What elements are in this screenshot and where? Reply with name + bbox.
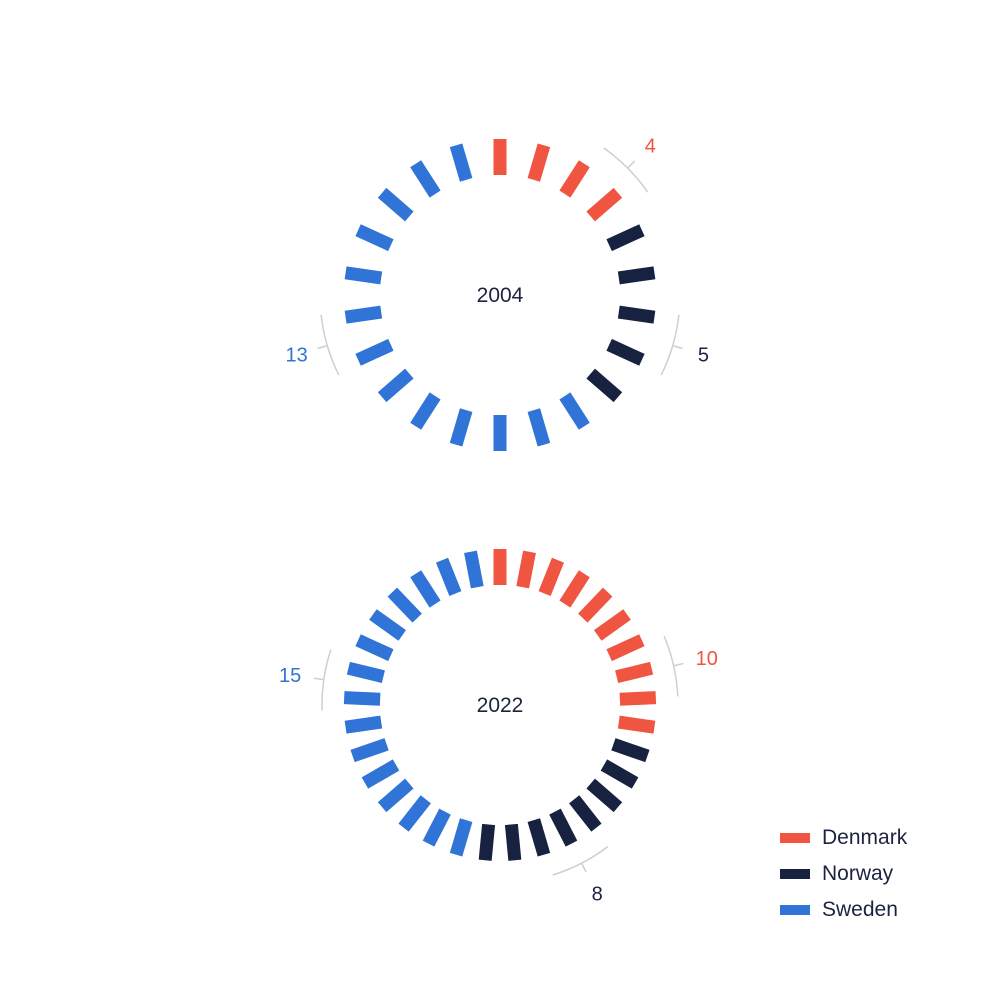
segment-norway [586, 368, 623, 403]
segment-sweden [464, 550, 484, 589]
bracket-norway [660, 314, 680, 376]
bracket-denmark [603, 147, 649, 193]
segment-sweden [369, 609, 407, 641]
count-label-norway: 8 [592, 883, 603, 905]
legend-item-sweden: Sweden [780, 892, 907, 928]
segment-sweden [350, 738, 389, 763]
bracket-tick-denmark [627, 160, 636, 169]
segment-sweden [410, 570, 441, 608]
ring-2022: 10 8 15 2022 [279, 549, 718, 905]
segment-sweden [346, 661, 385, 684]
segment-denmark [559, 570, 590, 608]
segment-sweden [355, 634, 394, 662]
segment-sweden [344, 305, 383, 324]
segment-sweden [493, 415, 507, 451]
count-label-denmark: 10 [696, 648, 718, 670]
segment-denmark [606, 634, 645, 662]
segment-norway [606, 338, 645, 366]
segment-sweden [377, 187, 414, 222]
year-label: 2004 [477, 284, 524, 307]
segment-denmark [578, 587, 613, 623]
segment-sweden [422, 808, 451, 847]
segment-sweden [410, 160, 441, 198]
segment-sweden [410, 392, 441, 430]
legend-swatch-denmark [780, 833, 810, 843]
segment-sweden [398, 795, 431, 832]
bracket-sweden [320, 314, 340, 376]
legend: Denmark Norway Sweden [780, 820, 907, 928]
segment-norway [600, 759, 639, 789]
legend-label-denmark: Denmark [822, 826, 908, 849]
legend-swatch-sweden [780, 905, 810, 915]
segment-denmark [615, 661, 654, 684]
count-label-sweden: 15 [279, 665, 301, 687]
segment-sweden [435, 557, 462, 597]
segment-sweden [355, 338, 394, 366]
segment-denmark [617, 715, 656, 734]
count-label-denmark: 4 [645, 136, 656, 158]
segment-sweden [449, 408, 473, 447]
bracket-denmark [663, 635, 679, 697]
year-label: 2022 [477, 694, 524, 717]
segment-denmark [586, 187, 623, 222]
bracket-tick-norway [672, 344, 683, 350]
legend-item-denmark: Denmark [780, 820, 907, 856]
segment-norway [617, 305, 656, 324]
bracket-tick-sweden [317, 344, 328, 350]
segment-sweden [449, 143, 473, 182]
segment-denmark [516, 550, 536, 589]
segment-sweden [344, 715, 383, 734]
segment-norway [504, 823, 522, 861]
segment-denmark [559, 160, 590, 198]
segment-denmark [493, 139, 507, 175]
bracket-tick-denmark [673, 662, 684, 667]
segment-sweden [559, 392, 590, 430]
bracket-tick-sweden [313, 677, 324, 681]
segment-norway [606, 224, 645, 252]
bracket-norway [552, 846, 609, 876]
segment-norway [527, 818, 551, 857]
segment-norway [617, 266, 656, 285]
segment-norway [478, 823, 496, 861]
segment-sweden [355, 224, 394, 252]
segment-sweden [361, 759, 400, 789]
legend-swatch-norway [780, 869, 810, 879]
count-label-sweden: 13 [285, 345, 307, 367]
legend-label-norway: Norway [822, 862, 894, 885]
segment-sweden [377, 778, 414, 813]
segment-norway [549, 808, 578, 847]
segment-denmark [619, 691, 657, 706]
segment-norway [569, 795, 602, 832]
legend-label-sweden: Sweden [822, 898, 898, 921]
segment-denmark [538, 557, 565, 597]
segment-denmark [593, 609, 631, 641]
segment-sweden [387, 587, 422, 623]
legend-item-norway: Norway [780, 856, 907, 892]
bracket-tick-norway [580, 862, 587, 873]
count-label-norway: 5 [698, 345, 709, 367]
segment-sweden [343, 691, 381, 706]
segment-norway [611, 738, 650, 763]
segment-sweden [377, 368, 414, 403]
segment-sweden [527, 408, 551, 447]
segment-denmark [493, 549, 507, 585]
segment-norway [586, 778, 623, 813]
ring-2004: 4 5 13 2004 [285, 136, 709, 451]
segment-sweden [449, 818, 473, 857]
segment-denmark [527, 143, 551, 182]
segment-sweden [344, 266, 383, 285]
